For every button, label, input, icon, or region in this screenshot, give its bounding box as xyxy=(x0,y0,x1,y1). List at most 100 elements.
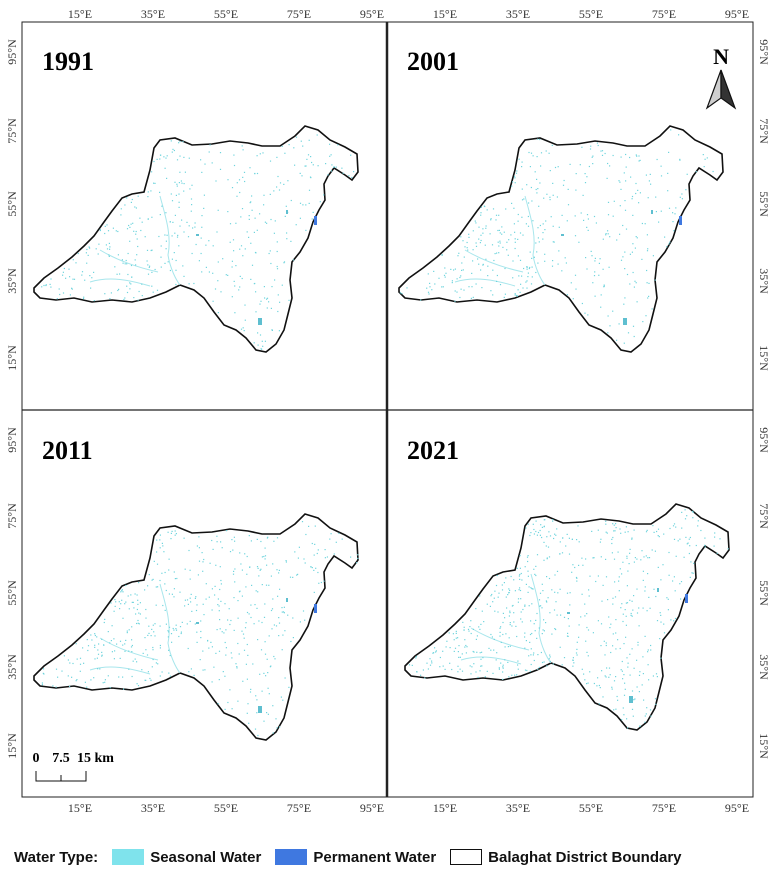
seasonal-water-pixel xyxy=(672,221,674,223)
seasonal-water-pixel xyxy=(528,202,530,204)
seasonal-water-pixel xyxy=(518,589,520,591)
seasonal-water-pixel xyxy=(520,611,522,613)
seasonal-water-pixel xyxy=(727,548,729,550)
seasonal-water-pixel xyxy=(475,671,477,673)
seasonal-water-pixel xyxy=(631,690,634,692)
seasonal-water-pixel xyxy=(579,164,581,166)
seasonal-water-pixel xyxy=(509,612,511,614)
seasonal-water-pixel xyxy=(276,727,278,729)
seasonal-water-pixel xyxy=(129,282,131,284)
seasonal-water-pixel xyxy=(480,665,482,667)
seasonal-water-pixel xyxy=(152,291,154,293)
seasonal-water-pixel xyxy=(276,265,278,268)
seasonal-water-pixel xyxy=(513,175,516,177)
seasonal-water-pixel xyxy=(472,650,474,653)
seasonal-water-pixel xyxy=(613,709,615,711)
seasonal-water-pixel xyxy=(184,605,186,607)
seasonal-water-pixel xyxy=(286,238,288,240)
seasonal-water-pixel xyxy=(673,523,676,525)
seasonal-water-pixel xyxy=(201,271,203,273)
seasonal-water-pixel xyxy=(147,218,149,220)
seasonal-water-pixel xyxy=(242,327,244,329)
seasonal-water-pixel xyxy=(169,654,171,657)
seasonal-water-pixel xyxy=(576,648,578,650)
seasonal-water-pixel xyxy=(416,671,418,673)
seasonal-water-pixel xyxy=(330,533,332,535)
seasonal-water-pixel xyxy=(465,652,467,654)
seasonal-water-pixel xyxy=(146,260,148,262)
seasonal-water-pixel xyxy=(704,546,706,548)
seasonal-water-pixel xyxy=(161,671,163,673)
seasonal-water-pixel xyxy=(136,683,138,685)
seasonal-water-pixel xyxy=(241,595,243,597)
seasonal-water-pixel xyxy=(511,674,513,676)
seasonal-water-pixel xyxy=(587,655,589,657)
seasonal-water-pixel xyxy=(200,620,202,622)
seasonal-water-pixel xyxy=(647,649,649,651)
seasonal-water-pixel xyxy=(109,248,111,250)
seasonal-water-pixel xyxy=(527,523,529,525)
seasonal-water-pixel xyxy=(549,612,551,614)
left-latitude-ticks: 95°N 75°N 55°N 35°N 15°N 95°N 75°N 55°N … xyxy=(5,39,19,759)
seasonal-water-pixel xyxy=(172,148,174,150)
seasonal-water-pixel xyxy=(588,165,590,168)
seasonal-water-pixel xyxy=(626,718,628,720)
seasonal-water-pixel xyxy=(441,286,443,288)
seasonal-water-pixel xyxy=(259,303,261,305)
seasonal-water-pixel xyxy=(225,647,227,649)
seasonal-water-pixel xyxy=(451,280,453,282)
seasonal-water-pixel xyxy=(477,676,479,678)
seasonal-water-pixel xyxy=(274,658,276,660)
seasonal-water-pixel xyxy=(55,686,57,688)
seasonal-water-pixel xyxy=(276,569,278,571)
seasonal-water-pixel xyxy=(492,601,494,603)
seasonal-water-pixel xyxy=(465,644,467,647)
seasonal-water-pixel xyxy=(673,576,675,578)
seasonal-water-pixel xyxy=(117,289,119,292)
seasonal-water-pixel xyxy=(112,227,114,229)
seasonal-water-pixel xyxy=(56,298,58,300)
seasonal-water-pixel xyxy=(527,591,529,593)
seasonal-water-pixel xyxy=(486,670,488,672)
seasonal-water-pixel xyxy=(250,540,252,542)
seasonal-water-pixel xyxy=(280,696,282,698)
seasonal-water-pixel xyxy=(692,511,694,513)
seasonal-water-pixel xyxy=(171,200,174,202)
seasonal-water-pixel xyxy=(234,568,236,570)
seasonal-water-pixels xyxy=(399,129,714,344)
seasonal-water-pixel xyxy=(695,544,697,547)
seasonal-water-pixel xyxy=(614,581,616,583)
seasonal-water-pixel xyxy=(628,563,630,565)
seasonal-water-pixel xyxy=(135,230,137,233)
seasonal-water-pixel xyxy=(168,569,170,571)
seasonal-water-pixel xyxy=(217,280,219,282)
seasonal-water-pixel xyxy=(456,291,458,293)
permanent-water-patch xyxy=(567,612,570,614)
seasonal-water-pixel xyxy=(178,245,180,247)
seasonal-water-pixel xyxy=(620,259,623,261)
seasonal-water-pixel xyxy=(535,530,537,533)
seasonal-water-pixel xyxy=(444,668,446,670)
seasonal-water-pixel xyxy=(552,241,554,243)
seasonal-water-pixel xyxy=(636,237,638,239)
seasonal-water-pixel xyxy=(165,623,167,625)
seasonal-water-pixel xyxy=(305,533,307,536)
seasonal-water-pixel xyxy=(266,658,268,660)
seasonal-water-pixel xyxy=(87,645,90,647)
seasonal-water-pixel xyxy=(609,165,611,167)
seasonal-water-pixel xyxy=(216,629,218,631)
seasonal-water-pixel xyxy=(485,225,487,227)
seasonal-water-pixel xyxy=(619,205,621,207)
seasonal-water-pixel xyxy=(565,545,567,547)
seasonal-water-pixel xyxy=(562,537,564,539)
seasonal-water-pixel xyxy=(660,657,662,659)
scale-bar: 0 7.5 15 km xyxy=(33,751,114,782)
seasonal-water-pixel xyxy=(629,653,631,655)
seasonal-water-pixel xyxy=(231,187,234,189)
seasonal-water-pixel xyxy=(461,653,463,655)
seasonal-water-pixel xyxy=(317,549,319,551)
seasonal-water-pixel xyxy=(598,703,600,705)
seasonal-water-pixel xyxy=(244,304,246,306)
seasonal-water-pixel xyxy=(600,294,602,296)
seasonal-water-pixel xyxy=(88,246,90,248)
